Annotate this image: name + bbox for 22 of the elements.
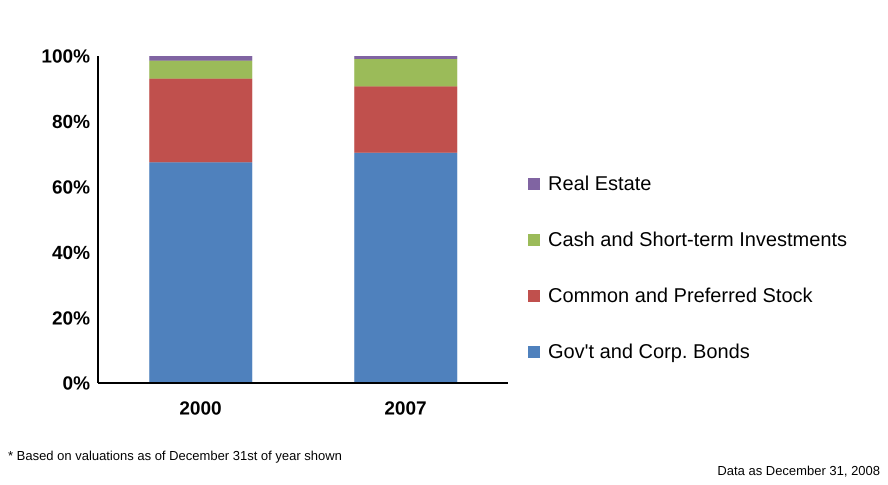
x-tick-label: 2000 [179,398,222,420]
bar [149,162,252,383]
bar [149,60,252,79]
bar [354,86,458,153]
y-tick-label: 100% [41,46,90,68]
text: * Based on valuations as of December 31st of year shown [8,448,342,463]
bar [354,152,458,383]
legend-label: Cash and Short-term Investments [547,228,848,252]
text: Data as December 31, 2008 [717,463,880,478]
y-tick-label: 40% [52,242,90,264]
bar [354,58,458,86]
legend-label: Real Estate [547,172,652,196]
legend-label: Gov't and Corp. Bonds [547,340,751,364]
y-tick-label: 80% [52,112,90,134]
bar [354,56,458,59]
legend-label: Common and Preferred Stock [547,284,814,308]
y-tick-label: 0% [62,374,90,395]
y-tick-label: 20% [52,308,90,330]
y-tick-label: 60% [52,178,90,199]
x-tick-label: 2007 [384,398,427,420]
bar [149,78,252,162]
bar [149,56,252,61]
